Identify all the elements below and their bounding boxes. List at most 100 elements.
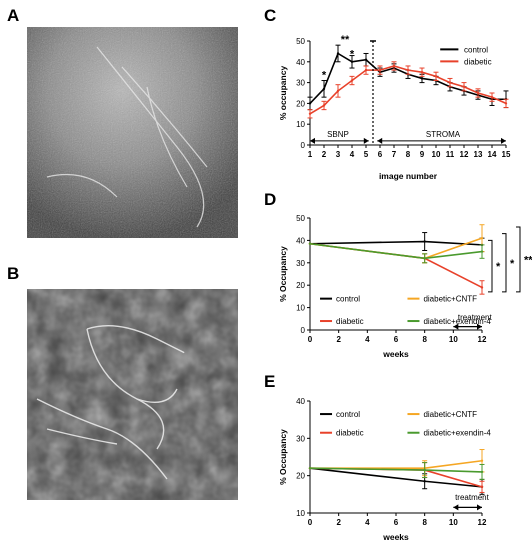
x-tick-label: 14 bbox=[488, 150, 497, 159]
legend-label: diabetic+exendin-4 bbox=[423, 429, 491, 438]
data-point bbox=[476, 91, 480, 95]
data-point bbox=[480, 286, 484, 289]
stroma-arrow-head bbox=[377, 137, 383, 144]
data-point bbox=[336, 52, 340, 55]
sig-star: * bbox=[322, 69, 327, 81]
y-axis-label: % occupancy bbox=[278, 66, 288, 121]
sig-bracket bbox=[516, 226, 521, 293]
legend-label: control bbox=[464, 45, 488, 54]
legend-label: diabetic+CNTF bbox=[423, 295, 477, 304]
x-tick-label: 10 bbox=[449, 335, 458, 344]
panel-label-c: C bbox=[264, 6, 277, 25]
x-tick-label: 13 bbox=[474, 150, 483, 159]
x-tick-label: 12 bbox=[460, 150, 469, 159]
series-line bbox=[309, 240, 483, 246]
x-tick-label: 12 bbox=[478, 335, 487, 344]
x-tick-label: 4 bbox=[365, 518, 370, 527]
series-diabetic-exendin-4 bbox=[308, 242, 485, 264]
data-point bbox=[480, 459, 484, 462]
y-tick-label: 40 bbox=[296, 58, 305, 67]
panel-label-d: D bbox=[264, 190, 277, 209]
data-point bbox=[480, 236, 484, 240]
chart-d: 0 10 20 30 40 50 0 2 4 6 8 10 12 weeks % Occupancy cont… bbox=[278, 214, 532, 359]
sig-star: * bbox=[350, 49, 355, 61]
x-axis-label: weeks bbox=[382, 349, 409, 359]
x-tick-label: 2 bbox=[336, 518, 341, 527]
data-point bbox=[480, 250, 484, 253]
data-point bbox=[392, 64, 396, 68]
sig-star: * bbox=[510, 258, 515, 270]
y-tick-label: 20 bbox=[296, 281, 305, 290]
data-point bbox=[308, 467, 312, 470]
micrograph-a bbox=[27, 27, 238, 238]
y-tick-label: 50 bbox=[296, 37, 305, 46]
data-point bbox=[350, 60, 354, 63]
data-point bbox=[420, 71, 424, 74]
legend-label: diabetic+CNTF bbox=[423, 410, 477, 419]
legend-label: diabetic bbox=[336, 429, 364, 438]
y-tick-label: 20 bbox=[296, 99, 305, 108]
sig-star: * bbox=[496, 261, 501, 273]
data-point bbox=[490, 95, 494, 99]
x-axis-label: weeks bbox=[382, 532, 409, 542]
stroma-arrow-head bbox=[501, 137, 506, 144]
data-point bbox=[434, 75, 438, 78]
x-tick-label: 11 bbox=[446, 150, 455, 159]
x-tick-label: 8 bbox=[422, 518, 427, 527]
series-diabetic bbox=[308, 242, 485, 295]
x-tick-label: 4 bbox=[365, 335, 370, 344]
x-tick-label: 1 bbox=[308, 150, 313, 159]
panel-label-b: B bbox=[7, 264, 20, 283]
x-tick-label: 3 bbox=[336, 150, 341, 159]
data-point bbox=[420, 77, 424, 80]
series-line bbox=[310, 459, 483, 469]
x-tick-label: 0 bbox=[308, 335, 313, 344]
sig-bracket bbox=[488, 239, 493, 293]
panel-label-e: E bbox=[264, 372, 276, 391]
y-tick-label: 50 bbox=[296, 214, 305, 223]
data-point bbox=[308, 112, 312, 116]
x-tick-label: 5 bbox=[364, 150, 369, 159]
y-tick-label: 40 bbox=[296, 236, 305, 245]
x-tick-label: 6 bbox=[394, 518, 399, 527]
x-tick-label: 10 bbox=[449, 518, 458, 527]
data-point bbox=[480, 485, 484, 489]
data-point bbox=[308, 242, 312, 245]
data-point bbox=[448, 81, 452, 84]
x-tick-label: 10 bbox=[432, 150, 441, 159]
series-diabetic bbox=[307, 61, 509, 119]
data-point bbox=[423, 257, 426, 260]
data-point bbox=[423, 240, 426, 243]
data-point bbox=[336, 89, 340, 93]
data-point bbox=[322, 104, 326, 107]
legend-label: diabetic bbox=[336, 317, 364, 326]
series-line bbox=[309, 242, 483, 260]
data-point bbox=[322, 87, 326, 91]
region-label-sbnp: SBNP bbox=[327, 130, 349, 139]
y-tick-label: 40 bbox=[296, 397, 305, 406]
legend-label: control bbox=[336, 410, 360, 419]
x-tick-label: 0 bbox=[308, 518, 313, 527]
y-tick-label: 0 bbox=[301, 326, 306, 335]
chart-e: 10 20 30 40 0 2 4 6 8 10 12 weeks % Occupancy control… bbox=[278, 397, 491, 542]
data-point bbox=[350, 79, 354, 82]
x-tick-label: 7 bbox=[392, 150, 397, 159]
y-tick-label: 30 bbox=[296, 434, 305, 443]
treatment-label: treatment bbox=[458, 313, 493, 322]
y-tick-label: 30 bbox=[296, 259, 305, 268]
y-tick-label: 10 bbox=[296, 304, 305, 313]
x-tick-label: 6 bbox=[378, 150, 383, 159]
x-tick-label: 12 bbox=[478, 518, 487, 527]
legend-label: diabetic bbox=[464, 57, 492, 66]
treatment-arrow-head bbox=[453, 504, 459, 511]
data-point bbox=[504, 102, 508, 105]
x-tick-label: 8 bbox=[422, 335, 427, 344]
sig-star: ** bbox=[524, 254, 532, 266]
series-line bbox=[309, 242, 483, 289]
legend-label: diabetic+exendin-4 bbox=[423, 317, 491, 326]
treatment-arrow-head bbox=[477, 323, 482, 330]
data-point bbox=[364, 58, 368, 61]
data-point bbox=[406, 68, 410, 72]
treatment-arrow-head bbox=[477, 504, 482, 511]
